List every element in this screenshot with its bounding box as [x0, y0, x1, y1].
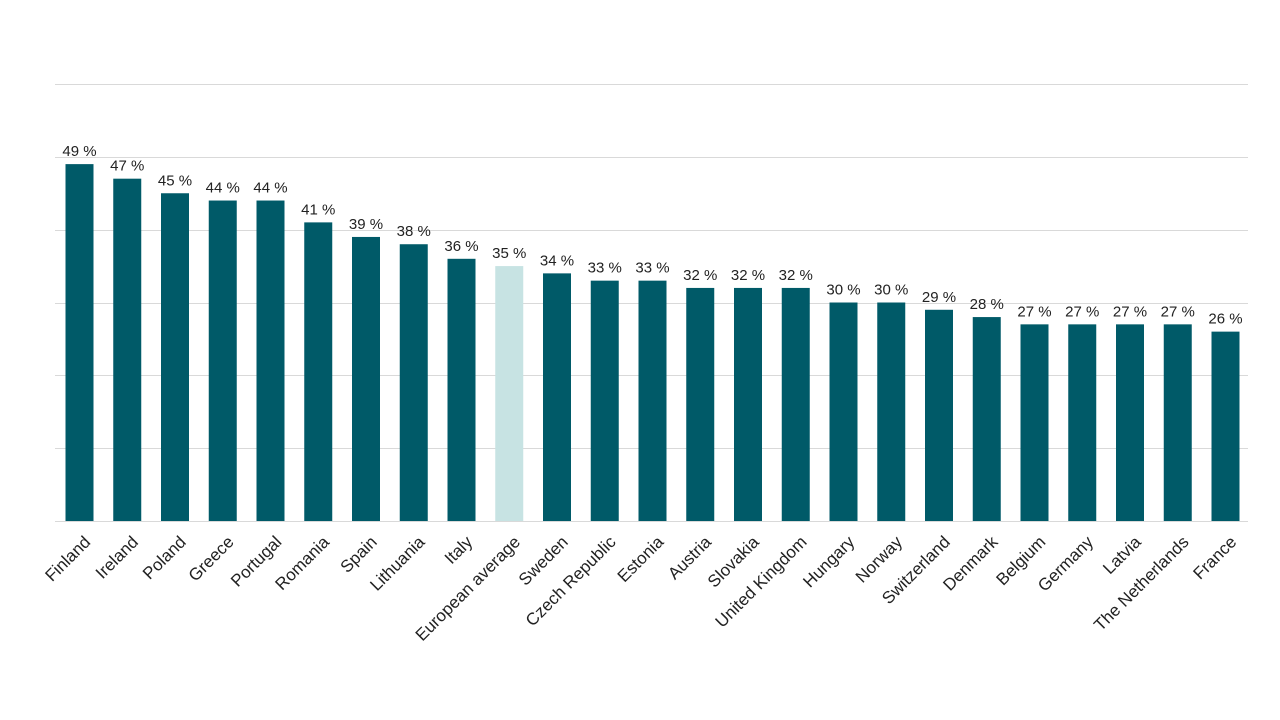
- data-label: 41 %: [301, 201, 335, 218]
- data-label: 28 %: [970, 296, 1004, 313]
- data-label: 35 %: [492, 245, 526, 262]
- category-label: France: [1189, 532, 1240, 583]
- data-label: 27 %: [1065, 303, 1099, 320]
- category-label: Romania: [272, 532, 334, 594]
- data-labels: 49 % 47 % 45 % 44 % 44 % 41 % 39 % 38 % 36 % 35 %…: [62, 143, 1242, 328]
- data-label: 49 %: [62, 143, 96, 160]
- data-label: 27 %: [1113, 303, 1147, 320]
- category-label: Ireland: [92, 532, 142, 582]
- category-label: Czech Republic: [522, 532, 620, 630]
- bar: [161, 193, 189, 521]
- bar: [590, 280, 619, 521]
- bar: [1116, 324, 1144, 521]
- bar: [1068, 324, 1097, 521]
- data-label: 32 %: [779, 267, 813, 284]
- bar: [1163, 324, 1192, 521]
- data-label: 39 %: [349, 216, 383, 233]
- bar: [1020, 324, 1049, 521]
- category-label: Hungary: [799, 532, 858, 591]
- data-label: 33 %: [588, 260, 622, 277]
- bar: [829, 302, 858, 521]
- bar: [781, 287, 810, 521]
- category-label: Poland: [139, 532, 190, 583]
- data-label: 44 %: [253, 180, 287, 197]
- category-label: Finland: [41, 532, 94, 585]
- bar: [877, 302, 906, 521]
- bar: [208, 200, 237, 521]
- bar: [256, 200, 285, 521]
- bars: [65, 164, 1240, 522]
- data-label: 33 %: [635, 260, 669, 277]
- bar: [113, 178, 142, 521]
- data-label: 32 %: [683, 267, 717, 284]
- data-label: 44 %: [206, 180, 240, 197]
- bar: [925, 309, 953, 521]
- data-label: 45 %: [158, 172, 192, 189]
- data-label: 27 %: [1161, 303, 1195, 320]
- bar: [352, 236, 380, 521]
- data-label: 32 %: [731, 267, 765, 284]
- data-label: 47 %: [110, 158, 144, 175]
- data-label: 36 %: [444, 238, 478, 255]
- category-labels: FinlandIrelandPolandGreecePortugalRomani…: [41, 532, 1240, 645]
- bar: [972, 317, 1001, 521]
- bar: [1211, 331, 1240, 521]
- category-label: Spain: [337, 532, 381, 576]
- bar: [543, 273, 571, 521]
- bar: [65, 164, 94, 521]
- data-label: 27 %: [1017, 303, 1051, 320]
- data-label: 30 %: [874, 282, 908, 299]
- bar: [686, 287, 715, 521]
- category-label: Estonia: [614, 532, 668, 586]
- bar: [399, 244, 428, 522]
- bar: [304, 222, 333, 521]
- bar: [638, 280, 667, 521]
- bar: [447, 258, 476, 521]
- data-label: 26 %: [1208, 311, 1242, 328]
- bar: [734, 287, 762, 521]
- data-label: 29 %: [922, 289, 956, 306]
- category-label: Italy: [441, 532, 477, 568]
- bar-highlight: [495, 266, 524, 521]
- category-label: Latvia: [1099, 532, 1145, 578]
- data-label: 30 %: [826, 282, 860, 299]
- data-label: 34 %: [540, 252, 574, 269]
- data-label: 38 %: [397, 223, 431, 240]
